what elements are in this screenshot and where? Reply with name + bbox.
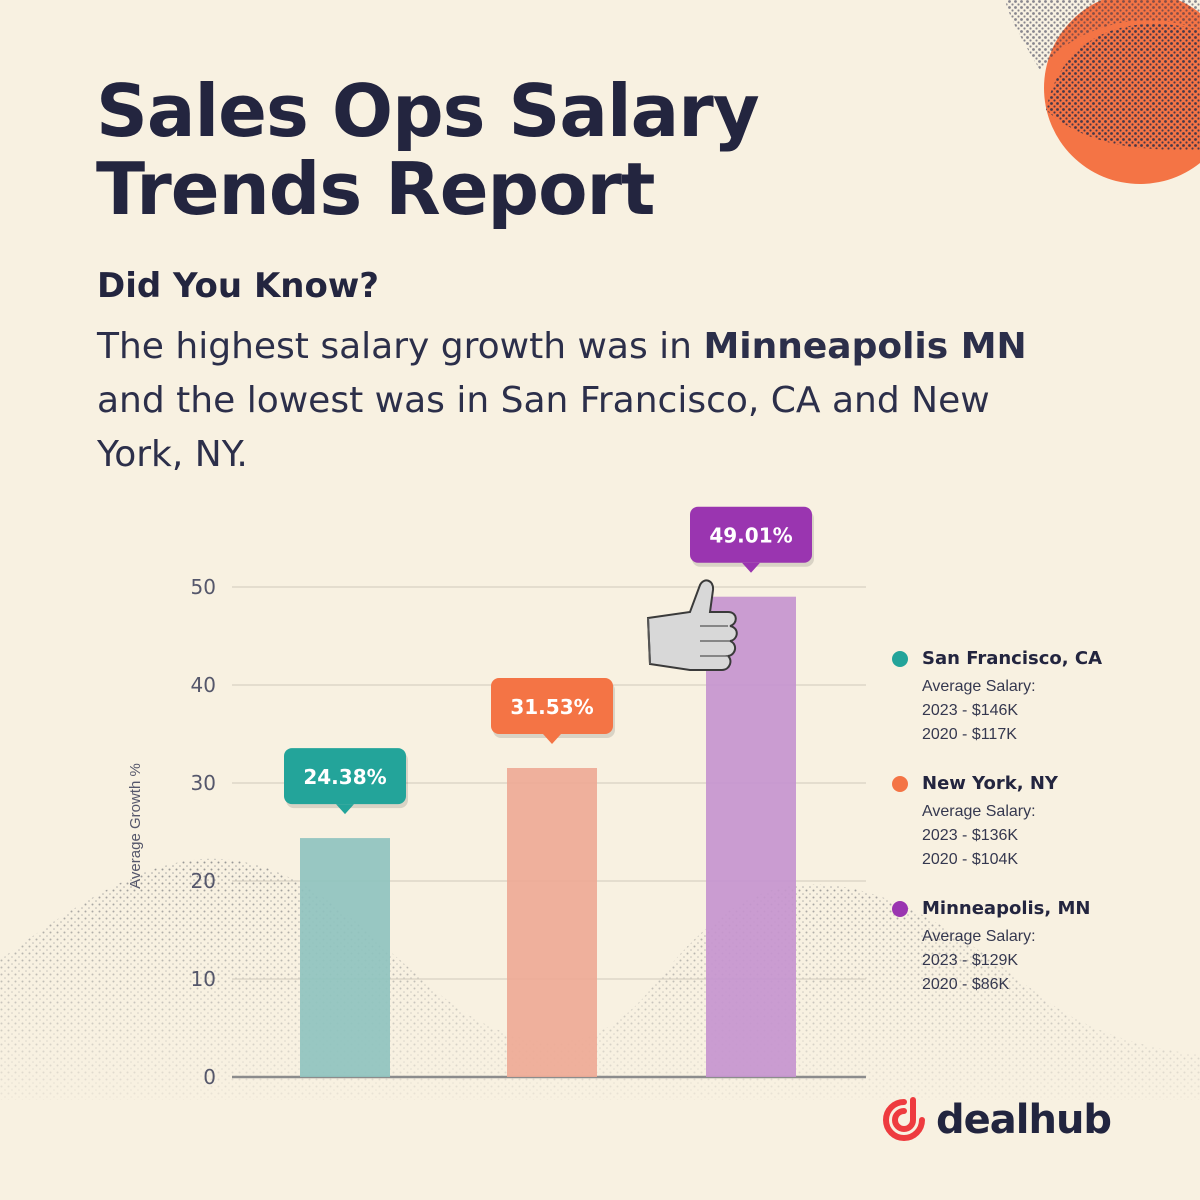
legend-item-caption: Average Salary: [922,928,1036,945]
legend-item-name: New York, NY [922,773,1058,794]
data-label: 24.38% [303,765,386,789]
dealhub-logo-icon [883,1097,925,1141]
title-line-2: Trends Report [96,147,655,231]
data-label-bubble [491,678,613,735]
y-tick-label: 20 [191,869,216,893]
legend-dot-purple-icon [892,900,908,917]
y-tick-label: 0 [203,1065,216,1089]
data-label: 31.53% [510,695,593,719]
bar [507,768,597,1077]
dealhub-logo: dealhub [880,1096,1112,1144]
y-tick-label: 40 [191,673,216,697]
legend-item-2023: 2023 - $129K [922,952,1019,969]
bar [300,838,390,1077]
y-axis-label: Average Growth % [127,763,144,889]
title-line-1: Sales Ops Salary [96,69,760,153]
data-label-pointer [742,562,760,573]
legend-item-2023: 2023 - $146K [922,702,1019,719]
data-label: 49.01% [709,524,792,548]
legend-item-caption: Average Salary: [922,678,1036,695]
data-label-pointer [543,734,561,745]
legend-item-san-francisco: San Francisco, CA Average Salary: 2023 -… [892,648,1182,747]
y-tick-label: 50 [191,575,216,599]
legend-dot-orange-icon [892,775,908,792]
logo-text: dealhub [936,1097,1112,1143]
intro-text-part-2: and the lowest was in San Francisco, CA … [97,380,990,475]
legend-item-2020: 2020 - $104K [922,851,1019,868]
data-label-bubble [284,748,406,805]
legend-item-2023: 2023 - $136K [922,827,1019,844]
legend-item-new-york: New York, NY Average Salary: 2023 - $136… [892,773,1182,872]
intro-text-highlight: Minneapolis MN [703,326,1027,367]
legend-item-minneapolis: Minneapolis, MN Average Salary: 2023 - $… [892,898,1182,997]
legend-dot-teal-icon [892,650,908,667]
y-tick-label: 10 [191,967,216,991]
subtitle: Did You Know? [97,266,379,306]
y-tick-label: 30 [191,771,216,795]
legend-item-2020: 2020 - $86K [922,976,1010,993]
legend-item-name: San Francisco, CA [922,648,1103,669]
legend-item-2020: 2020 - $117K [922,726,1017,743]
thumbs-up-icon [646,579,738,671]
legend-item-caption: Average Salary: [922,803,1036,820]
chart-legend: San Francisco, CA Average Salary: 2023 -… [892,648,1182,1023]
intro-text-part-1: The highest salary growth was in [97,326,704,367]
page-title: Sales Ops Salary Trends Report [96,69,760,231]
bar [706,596,796,1077]
data-label-bubble [690,506,812,563]
orange-circle-decoration [1005,0,1200,184]
legend-item-name: Minneapolis, MN [922,898,1091,919]
data-label-pointer [336,804,354,815]
intro-text: The highest salary growth was in Minneap… [97,320,1057,482]
